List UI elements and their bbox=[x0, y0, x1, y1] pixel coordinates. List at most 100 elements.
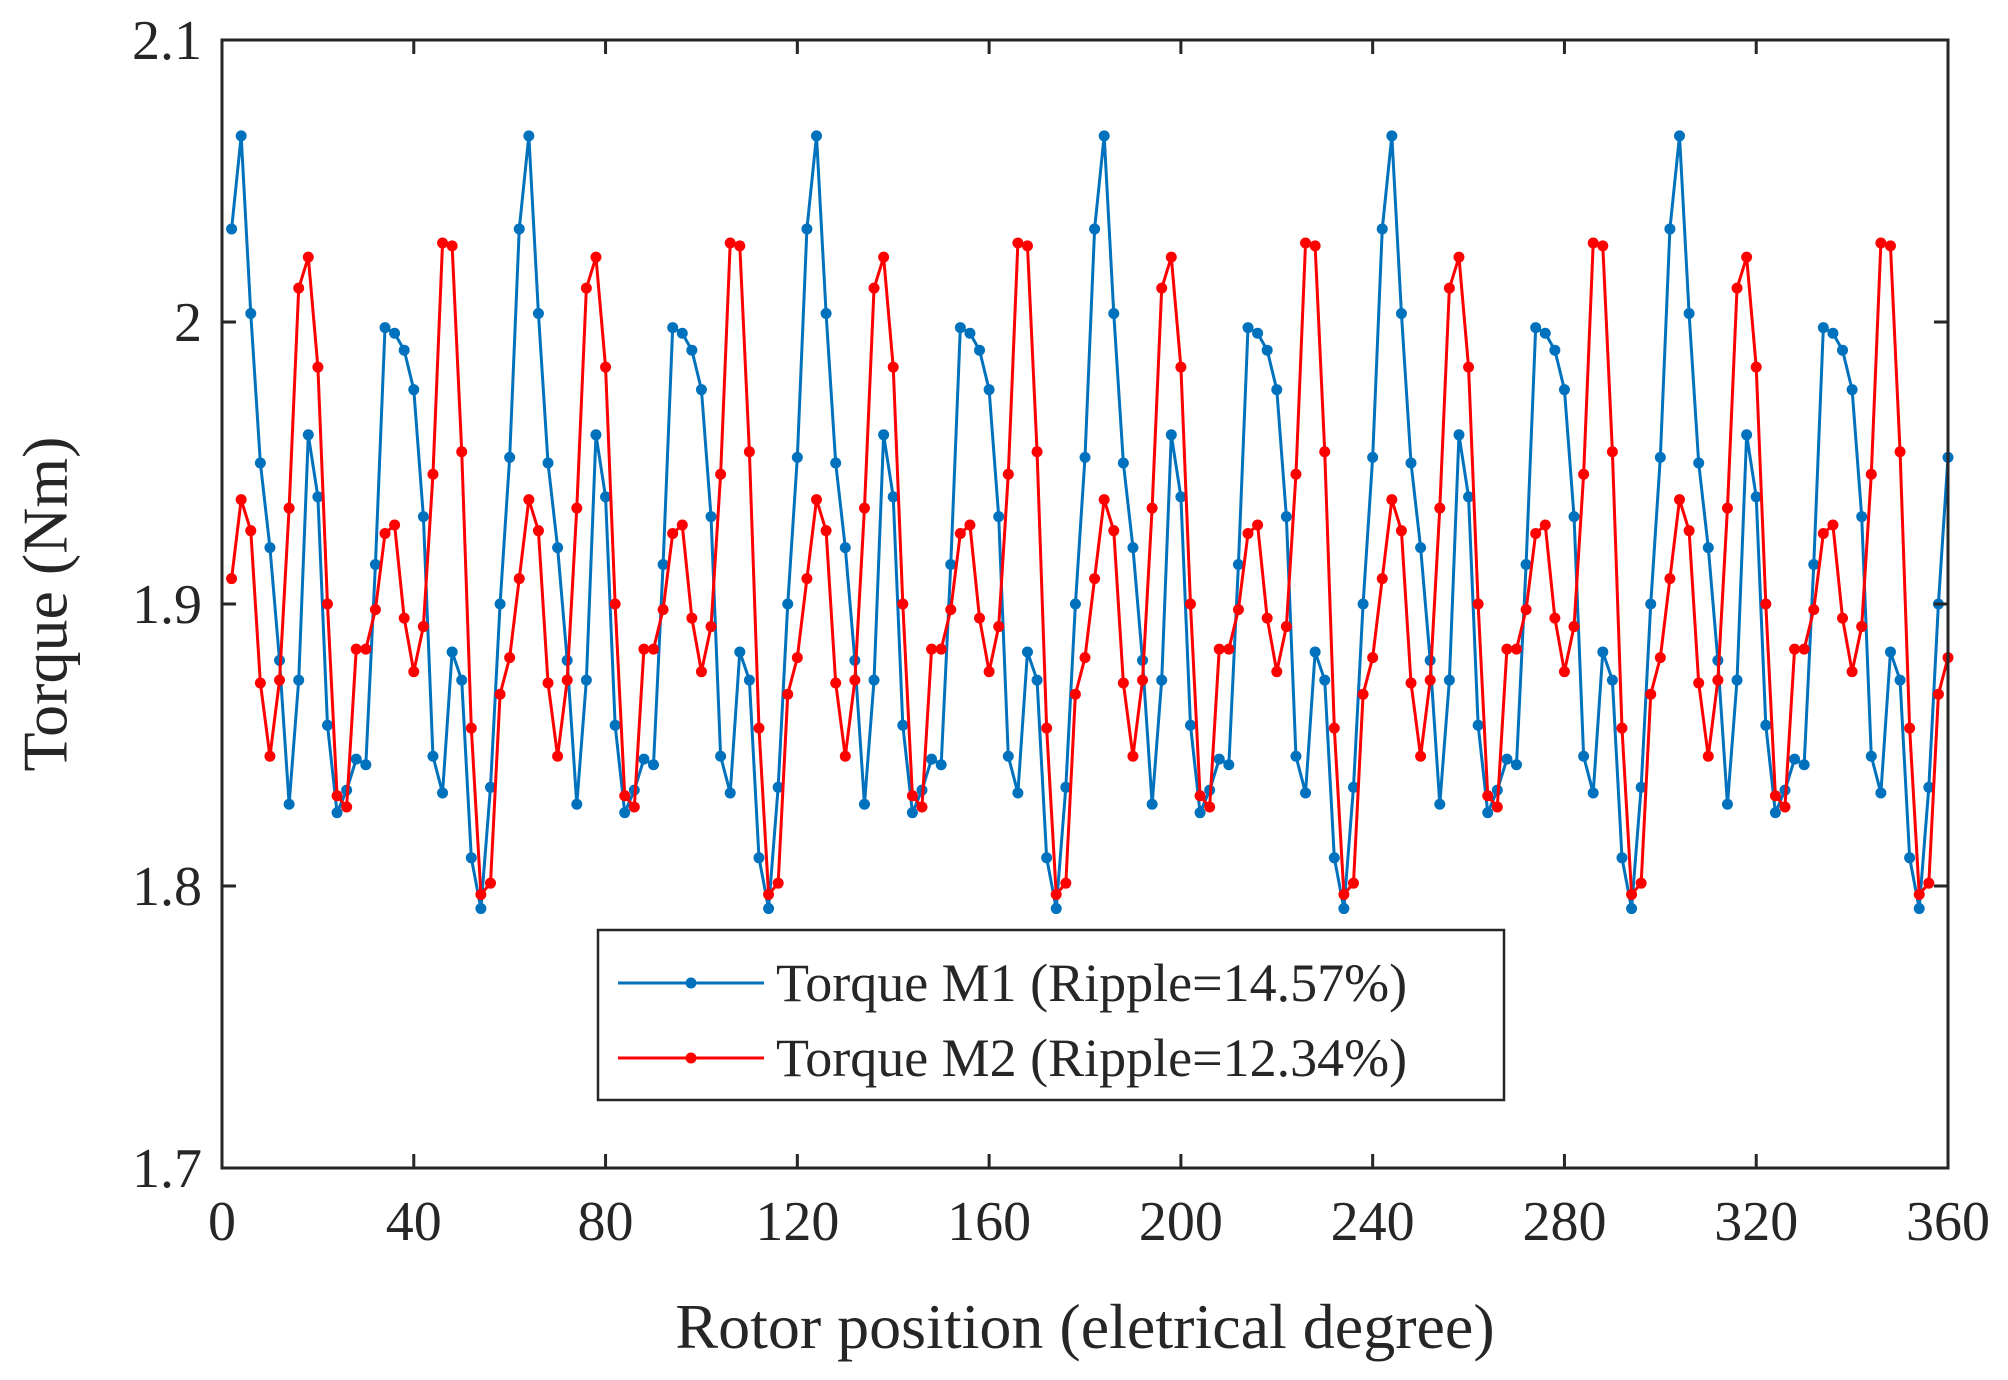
data-point-m2 bbox=[1232, 604, 1244, 616]
data-point-m1 bbox=[398, 344, 410, 356]
data-point-m2 bbox=[1165, 251, 1177, 263]
x-tick-label: 40 bbox=[386, 1191, 442, 1253]
data-point-m2 bbox=[532, 525, 544, 537]
data-point-m2 bbox=[830, 677, 842, 689]
data-point-m2 bbox=[360, 643, 372, 655]
data-point-m2 bbox=[1923, 877, 1935, 889]
data-point-m1 bbox=[475, 903, 487, 915]
data-point-m2 bbox=[906, 790, 918, 802]
data-point-m2 bbox=[1674, 494, 1686, 506]
data-point-m1 bbox=[1041, 852, 1053, 864]
data-point-m1 bbox=[408, 384, 420, 396]
data-point-m1 bbox=[1002, 750, 1014, 762]
data-point-m1 bbox=[1415, 542, 1427, 554]
data-point-m1 bbox=[1434, 798, 1446, 810]
data-point-m2 bbox=[743, 446, 755, 458]
data-point-m2 bbox=[408, 666, 420, 678]
data-point-m2 bbox=[715, 468, 727, 480]
data-point-m2 bbox=[782, 688, 794, 700]
data-point-m2 bbox=[1693, 677, 1705, 689]
data-point-m1 bbox=[417, 511, 429, 523]
data-point-m1 bbox=[1280, 511, 1292, 523]
data-point-m1 bbox=[1482, 807, 1494, 819]
data-point-m1 bbox=[245, 308, 257, 320]
data-point-m2 bbox=[1089, 573, 1101, 585]
data-point-m1 bbox=[791, 451, 803, 463]
data-point-m1 bbox=[1146, 798, 1158, 810]
x-tick-label: 160 bbox=[947, 1191, 1031, 1253]
data-point-m1 bbox=[1913, 903, 1925, 915]
data-point-m1 bbox=[1127, 542, 1139, 554]
data-point-m1 bbox=[830, 457, 842, 469]
data-point-m2 bbox=[1194, 790, 1206, 802]
legend-label-m2: Torque M2 (Ripple=12.34%) bbox=[776, 1028, 1407, 1088]
data-point-m1 bbox=[619, 807, 631, 819]
data-point-m1 bbox=[427, 750, 439, 762]
data-point-m2 bbox=[417, 621, 429, 633]
data-point-m1 bbox=[1520, 559, 1532, 571]
data-point-m2 bbox=[456, 446, 468, 458]
data-point-m2 bbox=[1367, 652, 1379, 664]
data-point-m2 bbox=[1501, 643, 1513, 655]
data-point-m2 bbox=[494, 688, 506, 700]
y-tick-label: 2 bbox=[174, 292, 202, 354]
data-point-m2 bbox=[628, 801, 640, 813]
data-point-m1 bbox=[1357, 598, 1369, 610]
data-point-m2 bbox=[1156, 282, 1168, 294]
data-point-m1 bbox=[811, 130, 823, 142]
data-point-m2 bbox=[245, 525, 257, 537]
data-point-m1 bbox=[1789, 753, 1801, 765]
data-point-m1 bbox=[1741, 429, 1753, 441]
data-point-m1 bbox=[753, 852, 765, 864]
data-point-m2 bbox=[868, 282, 880, 294]
y-tick-label: 1.7 bbox=[132, 1138, 202, 1200]
series-line-1 bbox=[230, 134, 1950, 911]
data-point-m2 bbox=[791, 652, 803, 664]
data-point-m2 bbox=[954, 528, 966, 539]
data-point-m2 bbox=[686, 612, 698, 624]
data-point-m2 bbox=[1424, 674, 1436, 686]
data-point-m2 bbox=[1328, 722, 1340, 734]
data-point-m2 bbox=[1539, 519, 1551, 531]
data-point-m2 bbox=[1472, 598, 1484, 610]
data-point-m2 bbox=[1463, 361, 1475, 373]
data-point-m2 bbox=[849, 674, 861, 686]
data-point-m1 bbox=[983, 384, 995, 396]
data-point-m2 bbox=[1779, 801, 1791, 813]
data-point-m1 bbox=[1012, 787, 1024, 799]
data-point-m1 bbox=[312, 491, 324, 503]
data-point-m2 bbox=[341, 801, 353, 813]
data-point-m1 bbox=[523, 130, 535, 142]
data-point-m1 bbox=[1904, 852, 1916, 864]
data-point-m2 bbox=[1932, 688, 1944, 700]
data-point-m2 bbox=[379, 528, 391, 539]
data-point-m1 bbox=[1606, 674, 1618, 686]
data-point-m2 bbox=[983, 666, 995, 678]
legend: Torque M1 (Ripple=14.57%) Torque M2 (Rip… bbox=[596, 928, 1506, 1102]
data-point-m1 bbox=[868, 674, 880, 686]
data-point-m2 bbox=[974, 612, 986, 624]
data-point-m1 bbox=[801, 223, 813, 235]
data-point-m1 bbox=[1060, 781, 1072, 793]
data-point-m1 bbox=[350, 753, 362, 765]
data-point-m2 bbox=[1837, 612, 1849, 624]
data-point-m2 bbox=[1415, 750, 1427, 762]
data-point-m1 bbox=[705, 511, 717, 523]
data-point-m2 bbox=[1587, 237, 1599, 249]
data-point-m2 bbox=[1108, 525, 1120, 537]
data-point-m1 bbox=[1367, 451, 1379, 463]
data-point-m2 bbox=[1721, 502, 1733, 514]
data-point-m1 bbox=[820, 308, 832, 320]
data-point-m1 bbox=[254, 457, 266, 469]
data-point-m2 bbox=[763, 888, 775, 900]
data-point-m2 bbox=[1386, 494, 1398, 506]
data-point-m2 bbox=[1376, 573, 1388, 585]
series-layer bbox=[226, 130, 1954, 915]
data-point-m1 bbox=[743, 674, 755, 686]
data-point-m1 bbox=[954, 322, 966, 334]
data-point-m2 bbox=[878, 251, 890, 263]
data-point-m2 bbox=[321, 598, 333, 610]
legend-label-m1: Torque M1 (Ripple=14.57%) bbox=[776, 953, 1407, 1013]
y-axis-title: Torque (Nm) bbox=[10, 437, 81, 772]
data-point-m2 bbox=[274, 674, 286, 686]
